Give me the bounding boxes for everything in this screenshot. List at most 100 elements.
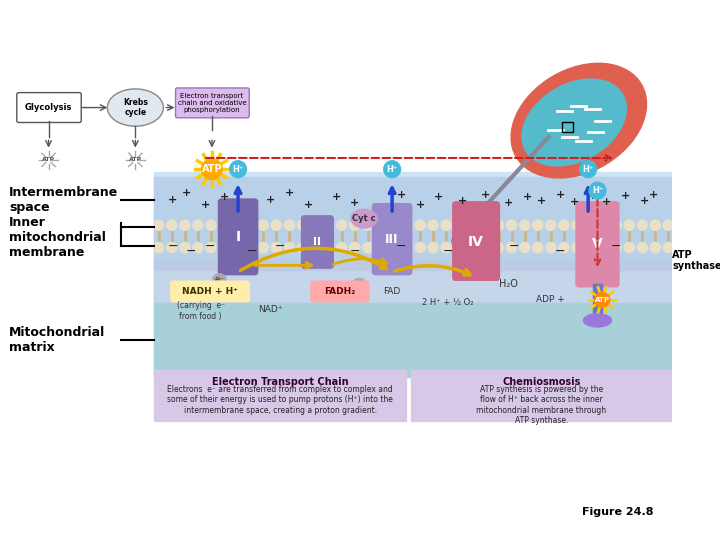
FancyBboxPatch shape	[218, 199, 258, 275]
Ellipse shape	[323, 220, 334, 231]
Ellipse shape	[441, 220, 451, 231]
Text: H⁺: H⁺	[233, 165, 243, 174]
Text: +: +	[182, 188, 192, 198]
Ellipse shape	[650, 220, 660, 231]
Text: +: +	[220, 192, 229, 202]
Text: ATP: ATP	[595, 297, 610, 303]
Ellipse shape	[219, 220, 229, 231]
Ellipse shape	[206, 220, 216, 231]
Text: II: II	[313, 237, 321, 247]
Text: Electrons  e⁻ are transferred from complex to complex and
some of their energy i: Electrons e⁻ are transferred from comple…	[167, 385, 393, 415]
Text: +: +	[397, 190, 406, 200]
Text: +: +	[649, 190, 658, 200]
Ellipse shape	[180, 220, 190, 231]
Text: Mitochondrial
matrix: Mitochondrial matrix	[9, 326, 106, 354]
Ellipse shape	[166, 242, 177, 253]
Ellipse shape	[245, 220, 256, 231]
Text: +: +	[285, 188, 294, 198]
Text: −: −	[349, 245, 360, 258]
Ellipse shape	[506, 242, 517, 253]
Text: IV: IV	[468, 235, 484, 249]
Ellipse shape	[384, 161, 400, 178]
Ellipse shape	[624, 220, 634, 231]
Ellipse shape	[232, 220, 242, 231]
Text: Chemiosmosis: Chemiosmosis	[503, 377, 580, 387]
Ellipse shape	[598, 220, 608, 231]
Ellipse shape	[376, 220, 386, 231]
FancyBboxPatch shape	[311, 281, 369, 302]
Ellipse shape	[153, 242, 164, 253]
Text: +: +	[415, 200, 425, 210]
Ellipse shape	[258, 220, 269, 231]
Ellipse shape	[428, 220, 438, 231]
Text: +: +	[602, 197, 611, 207]
Ellipse shape	[258, 242, 269, 253]
Text: I: I	[235, 231, 240, 244]
Ellipse shape	[193, 242, 203, 253]
Ellipse shape	[284, 220, 294, 231]
Ellipse shape	[467, 242, 477, 253]
Ellipse shape	[193, 220, 203, 231]
Ellipse shape	[389, 242, 399, 253]
Text: −: −	[186, 245, 197, 258]
Ellipse shape	[297, 242, 307, 253]
Ellipse shape	[611, 220, 621, 231]
Ellipse shape	[180, 242, 190, 253]
Ellipse shape	[245, 242, 256, 253]
Text: +: +	[303, 200, 312, 210]
Ellipse shape	[589, 182, 606, 199]
Text: Electron transport
chain and oxidative
phosphorylation: Electron transport chain and oxidative p…	[178, 93, 246, 113]
Ellipse shape	[310, 220, 320, 231]
Ellipse shape	[546, 220, 556, 231]
Ellipse shape	[493, 242, 504, 253]
Text: H⁺: H⁺	[387, 165, 397, 174]
Ellipse shape	[506, 220, 517, 231]
Ellipse shape	[480, 220, 490, 231]
FancyBboxPatch shape	[176, 88, 249, 118]
Ellipse shape	[415, 242, 426, 253]
Ellipse shape	[297, 220, 307, 231]
Text: −: −	[508, 240, 518, 253]
Ellipse shape	[284, 242, 294, 253]
Ellipse shape	[559, 242, 569, 253]
Text: +: +	[350, 198, 359, 208]
Text: +: +	[504, 198, 513, 208]
Ellipse shape	[206, 242, 216, 253]
Ellipse shape	[611, 242, 621, 253]
Ellipse shape	[153, 220, 164, 231]
Ellipse shape	[511, 63, 647, 178]
Ellipse shape	[336, 220, 347, 231]
Text: NADH + H⁺: NADH + H⁺	[182, 287, 238, 296]
FancyBboxPatch shape	[453, 202, 500, 280]
Ellipse shape	[376, 242, 386, 253]
Ellipse shape	[350, 220, 360, 231]
Ellipse shape	[363, 242, 373, 253]
Ellipse shape	[351, 210, 377, 228]
Ellipse shape	[271, 220, 282, 231]
Text: −: −	[443, 245, 454, 258]
Ellipse shape	[572, 242, 582, 253]
Ellipse shape	[520, 242, 530, 253]
Text: ATP: ATP	[202, 164, 222, 174]
Text: ATP
synthase: ATP synthase	[672, 250, 720, 272]
Ellipse shape	[166, 220, 177, 231]
Text: III: III	[385, 233, 399, 246]
Ellipse shape	[585, 220, 595, 231]
Ellipse shape	[441, 242, 451, 253]
Text: NAD⁺: NAD⁺	[258, 305, 283, 314]
Ellipse shape	[415, 220, 426, 231]
Ellipse shape	[353, 279, 366, 289]
Text: H⁺: H⁺	[592, 186, 603, 195]
Ellipse shape	[595, 292, 610, 307]
Ellipse shape	[533, 242, 543, 253]
Text: −: −	[275, 240, 285, 253]
Text: −: −	[396, 240, 407, 253]
Ellipse shape	[213, 274, 226, 285]
Ellipse shape	[598, 242, 608, 253]
FancyBboxPatch shape	[302, 216, 333, 268]
Ellipse shape	[428, 242, 438, 253]
Text: +: +	[639, 196, 649, 206]
Bar	[154, 177, 672, 270]
Ellipse shape	[583, 314, 611, 327]
Text: +: +	[481, 190, 490, 200]
